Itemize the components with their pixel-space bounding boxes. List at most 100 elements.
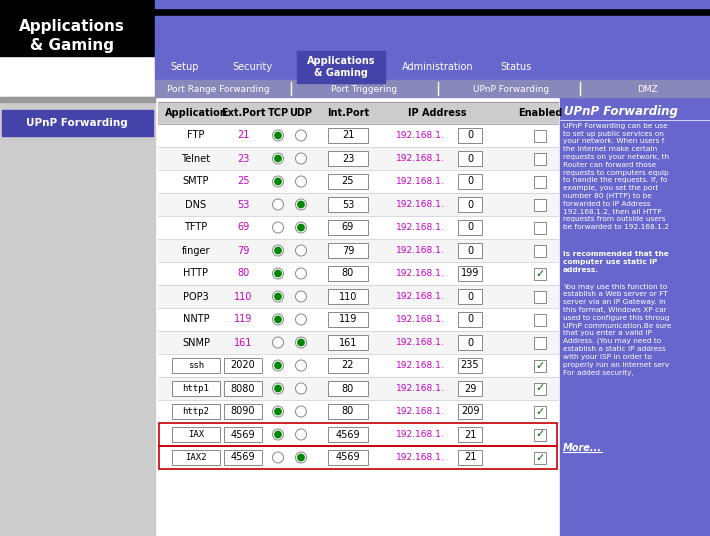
Bar [458, 174, 482, 189]
Bar [458, 404, 482, 419]
Circle shape [273, 153, 283, 164]
Text: http1: http1 [182, 384, 209, 393]
Text: 79: 79 [342, 245, 354, 256]
Text: ✓: ✓ [535, 269, 545, 279]
Circle shape [295, 199, 307, 210]
Text: Applications
& Gaming: Applications & Gaming [19, 19, 125, 53]
Bar [458, 381, 482, 396]
Circle shape [275, 270, 281, 277]
Bar [158, 262, 558, 285]
Circle shape [275, 316, 281, 323]
Text: 110: 110 [234, 292, 252, 301]
Text: 4569: 4569 [336, 452, 360, 463]
Text: 69: 69 [342, 222, 354, 233]
Bar [224, 404, 262, 419]
Bar [458, 312, 482, 327]
Text: 21: 21 [464, 452, 476, 463]
Text: UPnP Forwarding: UPnP Forwarding [26, 118, 128, 128]
Bar [158, 377, 558, 400]
Bar [328, 335, 368, 350]
Circle shape [297, 339, 304, 346]
Text: 69: 69 [237, 222, 249, 233]
Circle shape [297, 202, 304, 207]
Text: FTP: FTP [187, 130, 204, 140]
Bar [0, 97, 155, 536]
Text: 80: 80 [342, 383, 354, 393]
Text: UPnP Forwarding: UPnP Forwarding [473, 85, 549, 93]
Text: 53: 53 [342, 199, 354, 210]
Bar [534, 314, 546, 326]
Bar [328, 243, 368, 258]
Bar [328, 197, 368, 212]
Text: Administration: Administration [402, 62, 474, 72]
Bar [158, 285, 558, 308]
Circle shape [275, 362, 281, 369]
Bar [534, 406, 546, 418]
Circle shape [295, 222, 307, 233]
Circle shape [273, 383, 283, 394]
Text: 0: 0 [467, 176, 473, 187]
Circle shape [273, 337, 283, 348]
Bar [158, 423, 558, 446]
Text: 21: 21 [237, 130, 249, 140]
Bar [172, 427, 220, 442]
Bar [534, 130, 546, 142]
Text: 0: 0 [467, 245, 473, 256]
Text: Int.Port: Int.Port [327, 108, 369, 118]
Text: Telnet: Telnet [182, 153, 211, 163]
Text: 0: 0 [467, 338, 473, 347]
Bar [534, 452, 546, 464]
Circle shape [273, 452, 283, 463]
Text: More...: More... [563, 443, 602, 453]
Circle shape [273, 222, 283, 233]
Text: ✓: ✓ [535, 452, 545, 463]
Bar [224, 381, 262, 396]
Bar [0, 0, 710, 16]
Bar [534, 199, 546, 211]
Text: You may use this function to
establish a Web server or FT
server via an IP Gatew: You may use this function to establish a… [563, 276, 672, 376]
Text: 53: 53 [237, 199, 249, 210]
Text: SMTP: SMTP [182, 176, 209, 187]
Text: 0: 0 [467, 292, 473, 301]
Text: 8090: 8090 [231, 406, 256, 416]
Bar [534, 383, 546, 395]
Circle shape [273, 176, 283, 187]
Text: 209: 209 [461, 406, 479, 416]
Text: ✓: ✓ [535, 383, 545, 393]
Text: POP3: POP3 [183, 292, 209, 301]
Text: Port Range Forwarding: Port Range Forwarding [167, 85, 269, 93]
Bar [2, 110, 153, 136]
Text: SNMP: SNMP [182, 338, 210, 347]
Text: Application: Application [165, 108, 227, 118]
Bar [534, 429, 546, 441]
Bar [534, 245, 546, 257]
Text: 23: 23 [342, 153, 354, 163]
Text: 192.168.1.: 192.168.1. [395, 361, 444, 370]
Circle shape [295, 268, 307, 279]
Text: Ext.Port: Ext.Port [221, 108, 266, 118]
Circle shape [273, 314, 283, 325]
Bar [534, 268, 546, 280]
Text: 192.168.1.: 192.168.1. [395, 223, 444, 232]
Circle shape [295, 337, 307, 348]
Text: HTTP: HTTP [183, 269, 209, 279]
Text: 192.168.1.: 192.168.1. [395, 315, 444, 324]
Circle shape [295, 245, 307, 256]
Bar [328, 427, 368, 442]
Text: ✓: ✓ [535, 361, 545, 370]
Bar [158, 147, 558, 170]
Bar [534, 337, 546, 349]
Text: ✓: ✓ [535, 429, 545, 440]
Circle shape [273, 429, 283, 440]
Text: DNS: DNS [185, 199, 207, 210]
Text: 192.168.1.: 192.168.1. [395, 338, 444, 347]
Bar [328, 289, 368, 304]
Bar [224, 450, 262, 465]
Circle shape [273, 406, 283, 417]
Text: 192.168.1.: 192.168.1. [395, 246, 444, 255]
Circle shape [295, 176, 307, 187]
Bar [458, 243, 482, 258]
Text: 80: 80 [237, 269, 249, 279]
Text: 2020: 2020 [231, 361, 256, 370]
Bar [458, 335, 482, 350]
